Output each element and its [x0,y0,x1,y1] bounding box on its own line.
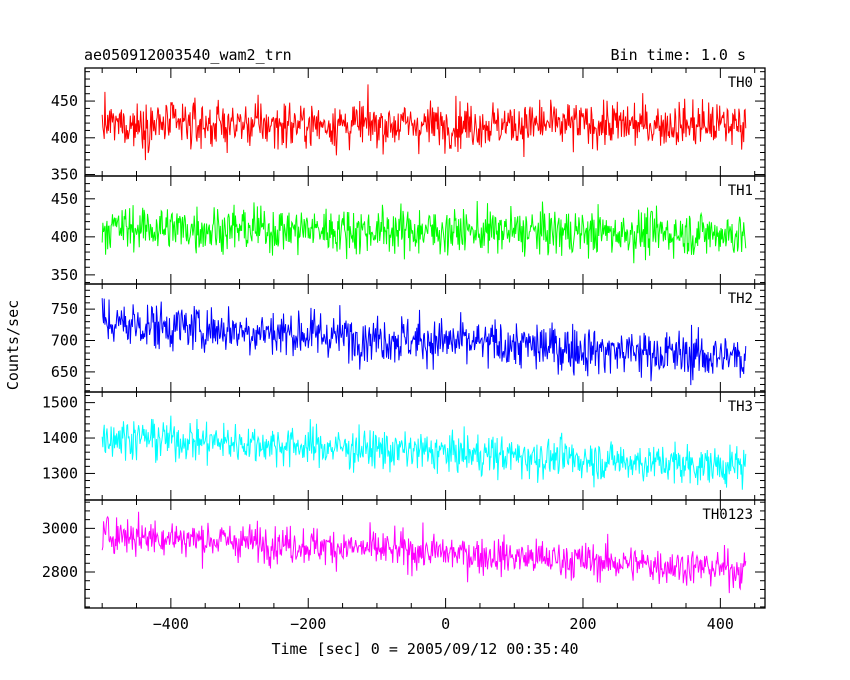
y-axis-label: Counts/sec [4,300,22,390]
panel-th0: 350 400 450 TH0 [51,67,766,184]
y-tick-label: 1300 [42,464,78,482]
x-tick-label: 200 [569,615,596,633]
y-tick-label: 1400 [42,429,78,447]
x-axis-label: Time [sec] 0 = 2005/09/12 00:35:40 [271,640,578,658]
series-line-th0123 [101,511,747,594]
y-tick-label: 750 [51,300,78,318]
y-tick-label: 3000 [42,519,78,537]
panel-th2: 650 700 750 TH2 [51,283,766,393]
panel-label-th3: TH3 [728,399,753,415]
series-line-th2 [101,298,747,386]
panel-label-th0: TH0 [728,75,753,91]
y-tick-label: 450 [51,92,78,110]
chart-title: ae050912003540_wam2_trn [84,46,292,64]
x-tick-label: 400 [707,615,734,633]
y-tick-label: 1500 [42,394,78,412]
x-tick-label: −200 [290,615,326,633]
y-tick-label: 400 [51,129,78,147]
panels-group: 350 400 450 TH0 350 400 450 TH1 650 700 750 TH2 1300… [42,67,766,633]
panel-th0123: 2800 3000 TH0123 [42,499,766,609]
panel-th3: 1300 1400 1500 TH3 [42,391,766,501]
y-tick-label: 700 [51,332,78,350]
panel-label-th1: TH1 [728,183,753,199]
panel-label-th0123: TH0123 [702,507,753,523]
panel-label-th2: TH2 [728,291,753,307]
panel-frame [84,499,766,609]
x-tick-label: 0 [441,615,450,633]
x-tick-label: −400 [153,615,189,633]
y-tick-label: 650 [51,363,78,381]
y-tick-label: 450 [51,190,78,208]
series-line-th3 [101,415,747,490]
y-tick-label: 350 [51,266,78,284]
y-tick-label: 400 [51,228,78,246]
y-tick-label: 350 [51,166,78,184]
series-line-th1 [101,201,747,264]
series-line-th0 [101,84,747,161]
y-tick-label: 2800 [42,563,78,581]
panel-th1: 350 400 450 TH1 [51,175,766,285]
bin-time-label: Bin time: 1.0 s [611,46,746,64]
